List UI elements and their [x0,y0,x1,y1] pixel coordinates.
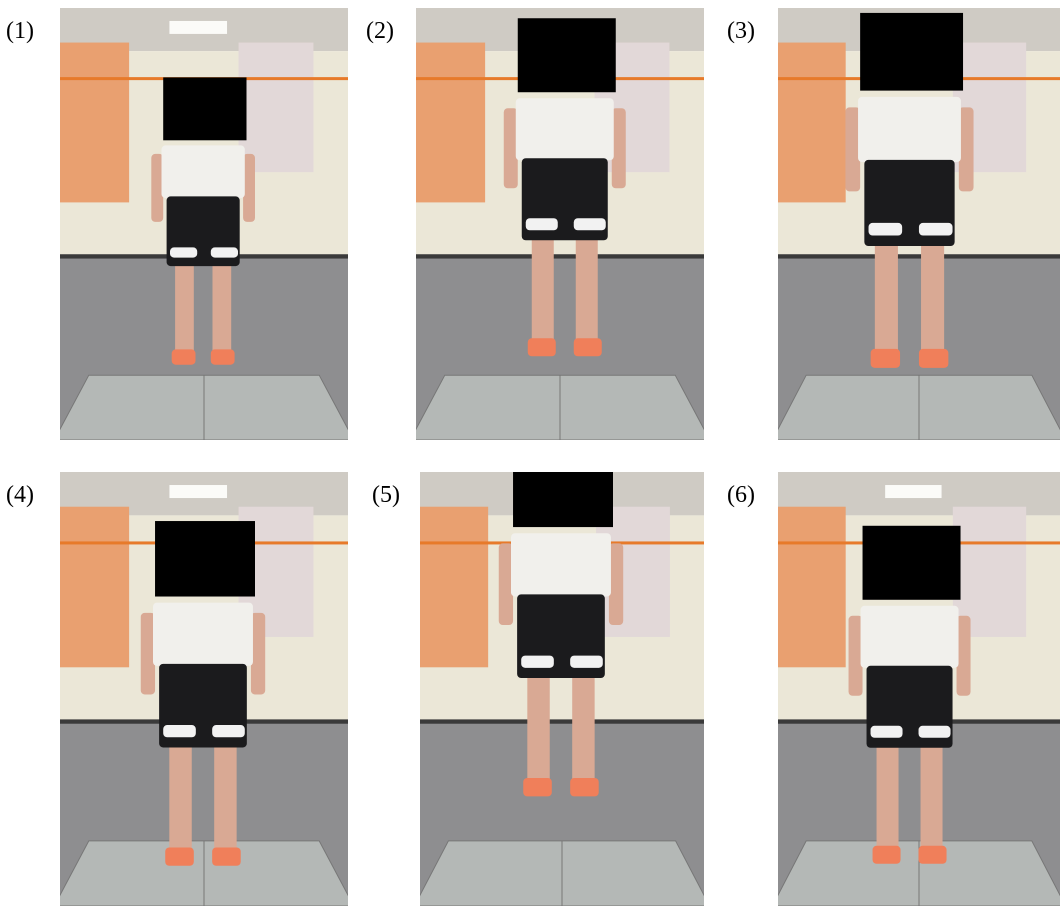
left-strap [871,726,903,738]
face-redaction [513,452,613,527]
poster-left [60,43,129,203]
right-shoe [211,349,235,364]
left-shoe [873,846,901,864]
left-arm [849,616,863,696]
face-redaction [155,521,255,596]
photo [772,8,1060,440]
panel-label: (5) [372,482,400,508]
right-strap [574,218,606,230]
right-strap [919,726,951,738]
left-strap [170,247,197,257]
face-redaction [163,77,246,140]
figure: (1) (2) (3) (4) (5) (6) [0,0,1060,906]
panel-label: (2) [366,18,394,44]
left-shoe [528,338,556,356]
right-arm [251,613,265,695]
left-leg [532,228,554,348]
poster-right [239,43,314,173]
poster-left [778,507,846,668]
right-shoe [212,847,241,865]
shirt [861,606,959,668]
right-strap [570,656,603,668]
left-strap [521,656,554,668]
right-leg [213,256,232,358]
right-strap [919,223,953,236]
left-leg [877,736,899,856]
right-leg [572,666,594,788]
right-strap [211,247,238,257]
left-shoe [523,778,552,796]
left-arm [499,543,513,625]
left-arm [151,154,163,222]
right-strap [212,725,245,737]
left-leg [169,735,191,857]
baseboard [778,254,1060,259]
shirt [858,97,961,162]
right-arm [243,154,255,222]
panel-label: (3) [727,18,755,44]
shirt [153,603,253,666]
panel-label: (6) [727,482,755,508]
photo [410,8,710,440]
force-plate [772,375,1060,440]
photo [772,472,1060,906]
left-shoe [172,349,196,364]
left-strap [869,223,903,236]
right-arm [957,616,971,696]
left-arm [845,107,860,191]
shirt [516,98,614,160]
photo [54,472,354,906]
right-leg [921,233,944,359]
left-strap [526,218,558,230]
left-leg [527,666,549,788]
baseboard [416,254,704,259]
ceiling-light [169,21,227,34]
face-redaction [518,18,616,92]
right-shoe [574,338,602,356]
left-shoe [871,349,900,368]
left-strap [163,725,196,737]
force-plate [772,841,1060,906]
right-shoe [570,778,599,796]
left-arm [504,108,518,188]
left-leg [175,256,194,358]
ceiling-light [169,485,227,498]
shirt [162,145,245,198]
photo [414,452,709,906]
shirt [511,533,611,596]
right-leg [214,735,236,857]
face-redaction [860,13,963,91]
poster-left [778,43,846,203]
panel-label: (4) [6,482,34,508]
face-redaction [863,526,961,600]
ceiling-light [885,485,941,498]
baseboard [420,719,704,724]
right-leg [921,736,943,856]
poster-left [416,43,485,203]
right-shoe [919,846,947,864]
left-leg [875,233,898,359]
left-shoe [165,847,194,865]
right-leg [576,228,598,348]
right-arm [959,107,974,191]
left-arm [141,613,155,695]
poster-left [60,507,129,668]
right-arm [612,108,626,188]
right-shoe [919,349,948,368]
poster-left [420,507,488,668]
panel-label: (1) [6,18,34,44]
right-arm [609,543,623,625]
photo [54,8,354,440]
